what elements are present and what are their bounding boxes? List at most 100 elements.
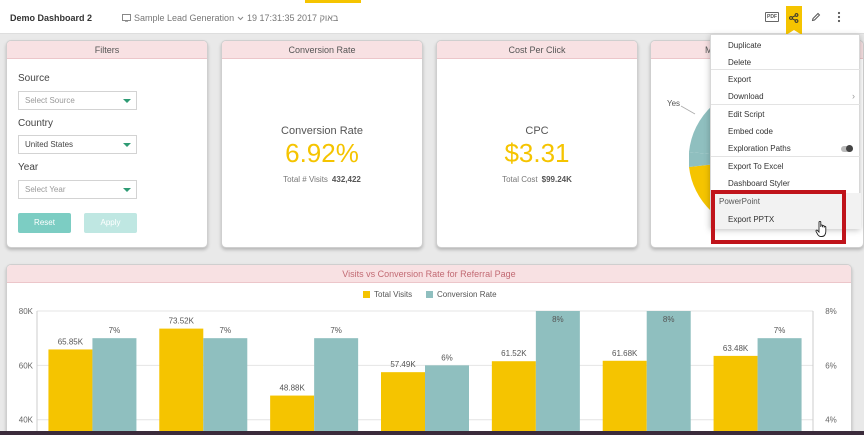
data-label: 65.85K — [58, 337, 84, 346]
conversion-kpi-label: Conversion Rate — [281, 125, 363, 137]
share-options-menu: Dashboard Styler Export To Excel Explorati… — [710, 34, 861, 229]
y-right-tick-label: 6% — [825, 361, 837, 370]
data-label: 7% — [109, 326, 121, 335]
pie-label-yes: Yes — [667, 99, 681, 108]
apply-button[interactable]: Apply — [84, 213, 137, 233]
menu-item-label: Export — [728, 75, 752, 84]
total-cost-label: Total Cost — [502, 175, 538, 184]
bar-total-visits — [491, 361, 536, 435]
source-select[interactable]: Select Source — [18, 91, 137, 110]
datasource-icon — [122, 14, 131, 22]
menu-item-label: Delete — [728, 58, 752, 67]
powerpoint-group: PowerPoint Export PPTX — [711, 193, 861, 229]
legend-entry: Total Visits — [374, 290, 412, 299]
share-button[interactable] — [786, 6, 802, 35]
menu-item-embed-code[interactable]: Embed code — [711, 123, 861, 140]
total-cost-value: $99.24K — [541, 175, 572, 184]
bar-total-visits — [159, 328, 204, 435]
caret-down-icon — [123, 188, 131, 192]
legend-swatch — [426, 291, 433, 298]
share-icon — [789, 13, 799, 23]
source-placeholder: Select Source — [25, 96, 75, 105]
cost-per-click-card: Cost Per Click CPC $3.31 Total Cost $99.2… — [436, 40, 638, 248]
bottom-strip — [0, 431, 864, 435]
country-value: United States — [25, 140, 74, 149]
highlight-box — [711, 190, 846, 244]
edit-button[interactable] — [808, 9, 824, 25]
conversion-card-title: Conversion Rate — [222, 41, 422, 59]
cpc-card-title: Cost Per Click — [437, 41, 637, 59]
bar-conversion-rate — [314, 338, 359, 435]
last-updated-timestamp: 19 17:31:35 2017 באוק — [247, 13, 339, 23]
data-label: 48.88K — [279, 384, 305, 393]
y-right-tick-label: 8% — [825, 307, 837, 316]
menu-item-exploration-paths[interactable]: Exploration Paths — [711, 140, 861, 157]
data-label: 61.68K — [612, 349, 638, 358]
data-label: 73.52K — [169, 317, 195, 326]
caret-down-icon — [123, 143, 131, 147]
filters-title: Filters — [7, 41, 207, 59]
active-tab-indicator — [305, 0, 361, 3]
menu-item-label: Dashboard Styler — [728, 179, 790, 188]
y-left-tick-label: 80K — [19, 307, 34, 316]
menu-separator — [711, 156, 861, 157]
bar-conversion-rate — [425, 365, 469, 435]
menu-item-duplicate[interactable]: Duplicate — [711, 37, 861, 54]
data-label: 57.49K — [390, 360, 416, 369]
data-label: 7% — [774, 326, 786, 335]
toggle-switch[interactable] — [841, 145, 853, 152]
menu-item-edit-script[interactable]: Edit Script — [711, 106, 861, 123]
filters-card: Filters Source Select Source Country Uni… — [6, 40, 208, 248]
hand-cursor-icon — [815, 221, 827, 237]
dashboard-title: Demo Dashboard 2 — [10, 13, 93, 23]
top-bar: Demo Dashboard 2 Sample Lead Generation … — [0, 0, 864, 35]
country-select[interactable]: United States — [18, 135, 137, 154]
conversion-kpi-sub: Total # Visits 432,422 — [222, 175, 422, 184]
more-options-button[interactable] — [831, 9, 847, 25]
pdf-export-button[interactable]: PDF — [764, 9, 780, 25]
cpc-kpi-sub: Total Cost $99.24K — [437, 175, 637, 184]
chevron-down-icon — [237, 16, 244, 20]
data-label: 61.52K — [501, 349, 527, 358]
bar-conversion-rate — [757, 338, 802, 435]
bar-total-visits — [381, 372, 425, 435]
menu-item-export-to-excel[interactable]: Export To Excel — [711, 158, 861, 175]
reset-button[interactable]: Reset — [18, 213, 71, 233]
visits-value: 432,422 — [331, 175, 361, 184]
menu-item-label: Embed code — [728, 127, 773, 136]
menu-separator — [711, 69, 861, 70]
pdf-icon: PDF — [765, 12, 779, 22]
caret-down-icon — [123, 99, 131, 103]
menu-item-label: Duplicate — [728, 41, 762, 50]
data-label: 63.48K — [723, 344, 749, 353]
menu-item-export[interactable]: Export — [711, 71, 861, 88]
menu-item-label: Download — [728, 92, 764, 101]
chart-title: Visits vs Conversion Rate for Referral P… — [7, 265, 851, 283]
menu-item-download[interactable]: Download › — [711, 88, 861, 105]
data-label: 8% — [663, 315, 675, 324]
year-label: Year — [18, 162, 39, 173]
data-label: 6% — [441, 353, 453, 362]
chevron-right-icon: › — [852, 91, 855, 101]
menu-item-delete[interactable]: Delete — [711, 54, 861, 71]
menu-item-label: Exploration Paths — [728, 144, 791, 153]
bar-total-visits — [713, 355, 758, 435]
conversion-rate-card: Conversion Rate Conversion Rate 6.92% To… — [221, 40, 423, 248]
bar-conversion-rate — [203, 338, 248, 435]
menu-item-dashboard-styler[interactable]: Dashboard Styler — [711, 175, 861, 192]
bar-conversion-rate — [646, 311, 691, 435]
menu-item-export-pptx[interactable]: Export PPTX — [728, 215, 775, 224]
powerpoint-group-title: PowerPoint — [719, 197, 760, 206]
vertical-dots-icon — [837, 11, 841, 23]
visits-conversion-chart-card: Visits vs Conversion Rate for Referral P… — [6, 264, 852, 435]
legend-swatch — [363, 291, 370, 298]
bar-total-visits — [602, 360, 647, 435]
datasource-selector[interactable]: Sample Lead Generation — [122, 13, 244, 23]
y-right-tick-label: 4% — [825, 416, 837, 425]
bar-total-visits — [48, 349, 93, 435]
year-select[interactable]: Select Year — [18, 180, 137, 199]
conversion-kpi-value: 6.92% — [285, 138, 359, 168]
menu-separator — [711, 104, 861, 105]
datasource-name: Sample Lead Generation — [134, 13, 235, 23]
source-label: Source — [18, 73, 50, 84]
